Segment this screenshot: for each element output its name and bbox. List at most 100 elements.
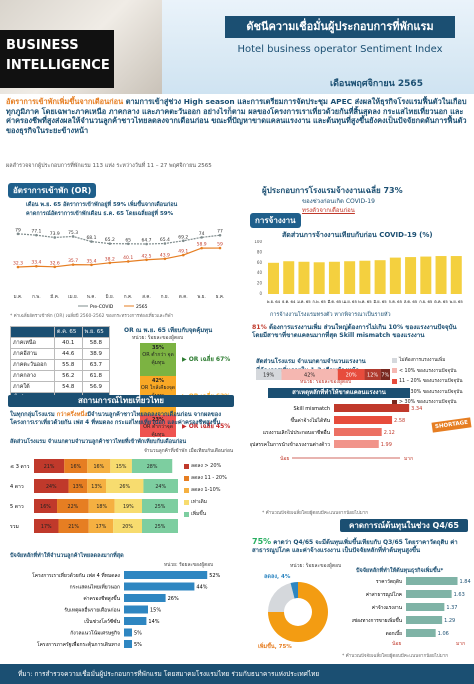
series-point [218, 246, 222, 250]
series-point [35, 233, 38, 237]
brand-box: BUSINESS INTELLIGENCE [0, 30, 114, 88]
legend-2565: 2565 [136, 304, 148, 310]
need-segment [281, 369, 338, 380]
table-cell: 61.8 [81, 370, 111, 382]
data-label: 33.4 [31, 260, 41, 266]
x-tick-label: ก.ย. 65 [419, 299, 433, 304]
table-header: ต.ค. 65 พ.ย. 65 [10, 326, 111, 338]
pie-slice [268, 582, 328, 642]
brand-line-2: INTELLIGENCE [6, 58, 110, 74]
cost-factor-value: 1.29 [444, 618, 455, 624]
need-legend-item: < 10% ของแรงงานปัจจุบัน [392, 367, 472, 375]
series-point [53, 265, 57, 269]
data-label: 64.7 [142, 237, 152, 243]
row-label: 5 ดาว [10, 504, 24, 510]
stack-segment [88, 499, 115, 513]
data-label: 35.7 [68, 258, 78, 264]
tourist-legend: ลดลง > 20% ลดลง 11 - 20% ลดลง 1-10% เท่าเดิ… [184, 462, 236, 522]
x-tick-label: พ.ย. 64 [267, 299, 281, 304]
intro-lead: อัตราการเข้าพักเพิ่มขึ้นจากเดือนก่อน [6, 97, 124, 106]
table-cell: ภาคเหนือ [10, 337, 55, 349]
occ-region-table: ต.ค. 65 พ.ย. 65 ภาคเหนือ 40.1 58.8 ภาคอีสาน 44… [10, 326, 111, 404]
segment-label: 18% [96, 504, 107, 510]
reason-value: 2.58 [394, 418, 405, 424]
need-label: 12% [367, 373, 378, 379]
series-point [108, 242, 112, 245]
stack-segment [143, 479, 178, 493]
x-tick-label: มี.ค. 65 [327, 299, 342, 304]
y-tick-label: 80 [257, 249, 263, 254]
scale-less: น้อย [280, 455, 289, 462]
series-point [35, 264, 38, 268]
employ-sub-2: ทรงตัวจากเดือนก่อน [302, 207, 355, 214]
intro-text: อัตราการเข้าพักเพิ่มขึ้นจากเดือนก่อน ตาม… [6, 97, 468, 136]
employ-bar [389, 257, 401, 294]
tourist-stacked-chart: ≤ 3 ดาว 21% 16% 16% 15% 28% 4 ดาว 24% 13% 13% 26% 2… [10, 459, 178, 533]
reason-label: Skill mismatch [293, 406, 330, 412]
cost-factor-value: 1.84 [460, 579, 471, 585]
x-tick-label: เม.ย. [68, 295, 78, 300]
cost-factor-value: 1.63 [454, 592, 465, 598]
stack-segment [88, 519, 114, 533]
table-cell: 56.9 [81, 381, 111, 393]
x-tick-label: ม.ค. [14, 295, 23, 300]
cost-unit: หน่วย: ร้อยละของผู้ตอบ [290, 563, 342, 569]
employ-bar [359, 260, 371, 294]
factor-unit: หน่วย: ร้อยละของผู้ตอบ [164, 563, 214, 568]
tourist-lead: ในทุกกลุ่มโรงแรม กว่าครึ่งหนึ่งมีจำนวนลู… [10, 412, 234, 427]
data-label: 49.1 [178, 249, 188, 255]
x-tick-label: พ.ย. [197, 294, 205, 300]
series-point [16, 265, 20, 269]
need-legend-item: > 30% ของแรงงานปัจจุบัน [392, 398, 472, 406]
table-cell: 58.8 [81, 337, 111, 349]
occ-note-2: คาดการณ์อัตราการเข้าพักเดือน ธ.ค. 65 โดย… [26, 211, 174, 217]
tourist-lead-2: กว่าครึ่งหนึ่ง [56, 412, 88, 418]
table-cell: 56.2 [53, 370, 83, 382]
reason-bar [334, 428, 382, 436]
legend-item: ลดลง 11 - 20% [184, 474, 236, 482]
data-label: 58.9 [197, 242, 207, 248]
need-label: 42% [304, 373, 315, 379]
employ-81-text: ต้องการแรงงานเพิ่ม ส่วนใหญ่ต้องการไม่เกิ… [252, 324, 457, 340]
table-row: ภาคกลาง 56.2 61.8 [10, 370, 111, 382]
data-label: 42.5 [142, 253, 152, 259]
x-tick-label: เม.ย. 65 [342, 299, 357, 304]
legend-pre: Pre-COVID [90, 304, 114, 310]
title-bar: ดัชนีความเชื่อมั่นผู้ประกอบการที่พักแรม [225, 16, 455, 38]
segment-label: 16% [93, 464, 104, 470]
stack-segment [34, 479, 69, 493]
series-point [163, 257, 167, 261]
data-label: 68.1 [86, 235, 96, 241]
cost-title: คาดการณ์ต้นทุนในช่วง Q4/65 [340, 519, 468, 532]
x-tick-label: ก.ค. 65 [389, 299, 403, 304]
stack-segment [34, 459, 65, 473]
data-label: 73.9 [50, 231, 60, 237]
cost-factor-label: ค่าสาธารณูปโภค [366, 591, 402, 598]
x-tick-label: ส.ค. [142, 294, 151, 300]
x-tick-label: ม.ค. 65 [297, 299, 311, 304]
series-point [71, 235, 75, 238]
occ-title: อัตราการเข้าพัก (OR) [8, 183, 97, 198]
table-cell: 54.8 [53, 381, 83, 393]
x-tick-label: ธ.ค. [216, 294, 225, 300]
or-segment: 35% OR ต่ำกว่า จุดคุ้มทุน [140, 343, 176, 376]
employ-bar [283, 261, 295, 294]
cost-factor-bar [406, 590, 452, 598]
segment-label: 21% [44, 464, 55, 470]
segment-label: 13% [73, 484, 84, 490]
table-cell: ภาคกลาง [10, 370, 55, 382]
cost-lead: 75% คาดว่า Q4/65 จะมีต้นทุนเพิ่มขึ้นเทีย… [252, 537, 466, 555]
factor-title: ปัจจัยหลักที่ทำให้จำนวนลูกค้าไทยลดลงมากท… [10, 553, 124, 559]
need-label: 20% [346, 373, 357, 379]
legend-item: เท่าเดิม [184, 498, 236, 506]
reason-label: แรงงานเลิกไปประกอบอาชีพอื่น [263, 429, 331, 436]
tourist-unit: จำนวนลูกค้าที่เข้าพัก เมื่อเทียบกับเดือน… [144, 449, 234, 454]
factor-bar [124, 605, 148, 614]
factor-value: 5% [134, 631, 142, 637]
table-cell: ภาคใต้ [10, 381, 55, 393]
employ-bar [450, 256, 462, 294]
or-segment: 23% OR ต่ำกว่าจุดคุ้มทุน [140, 415, 176, 438]
reason-value: 1.99 [381, 442, 392, 448]
x-tick-label: พ.ย. 65 [450, 299, 464, 304]
series-point [90, 240, 93, 243]
